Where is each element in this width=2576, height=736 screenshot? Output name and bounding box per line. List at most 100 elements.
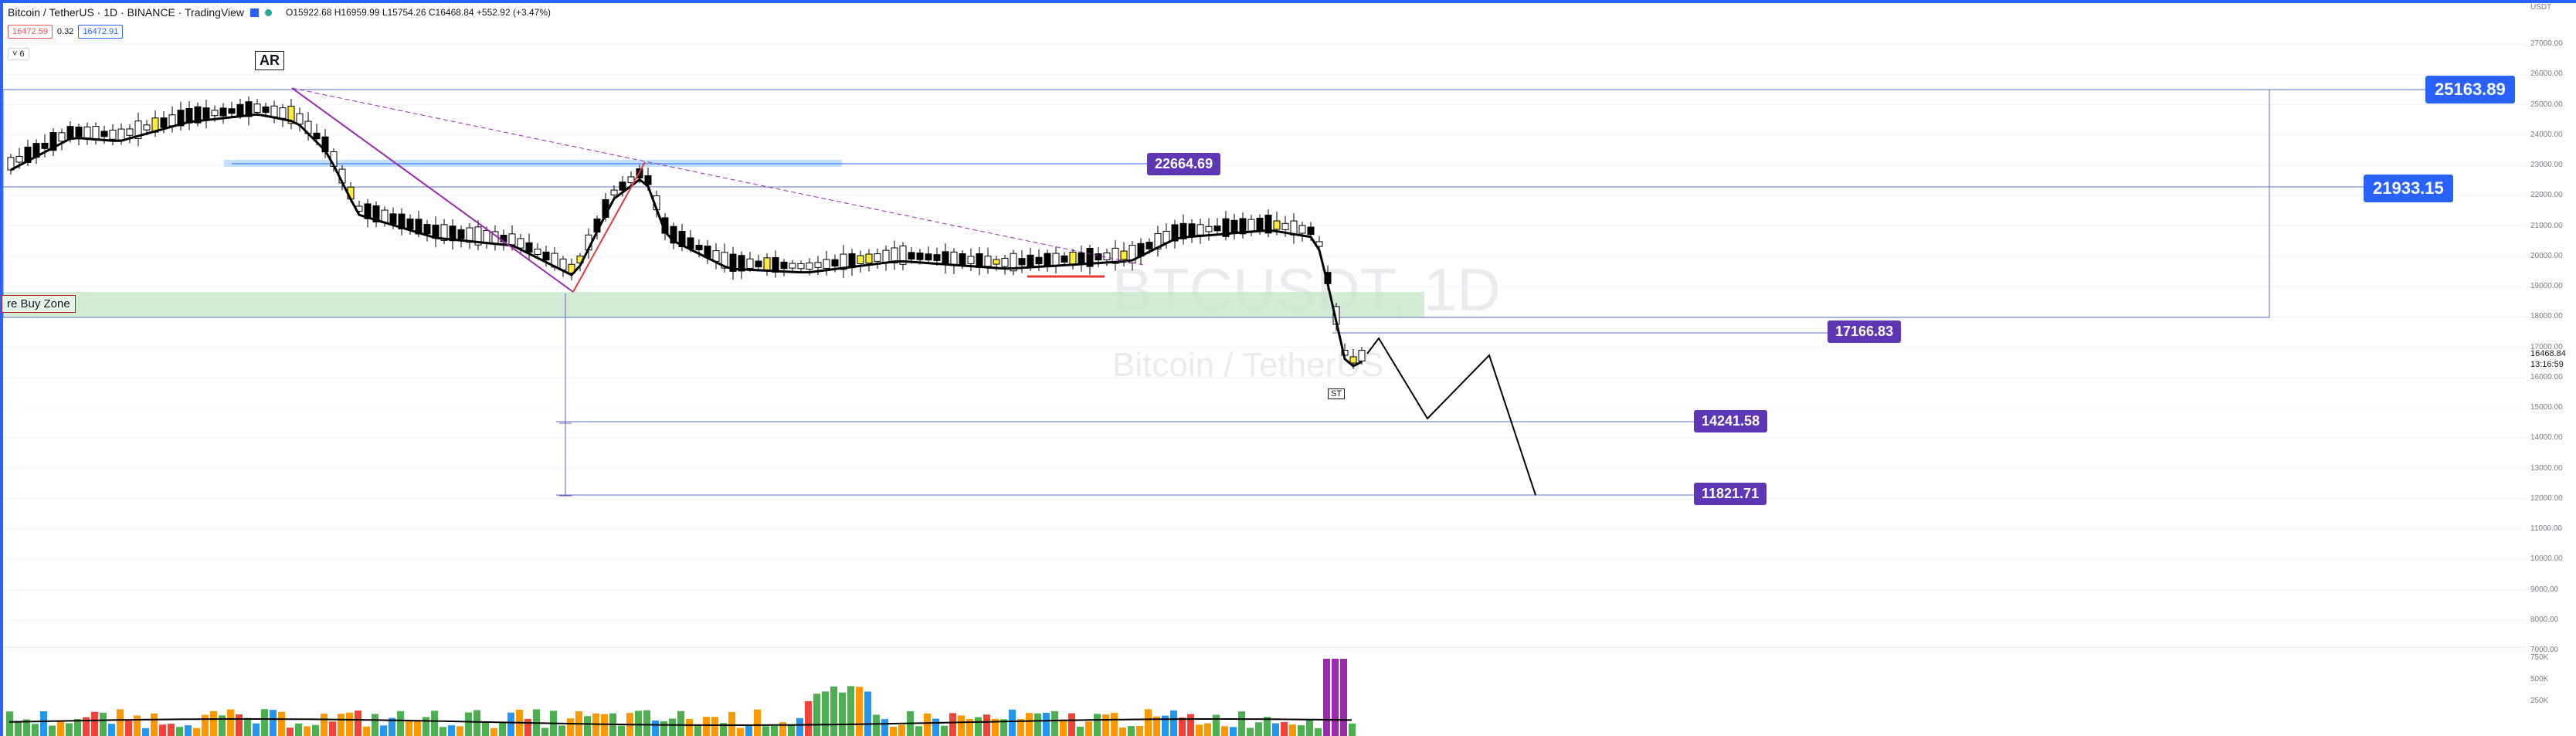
candle	[831, 259, 839, 267]
candle	[372, 205, 380, 222]
candle	[109, 129, 117, 140]
volume-bar	[1306, 720, 1313, 736]
volume-axis-label: 500K	[2530, 675, 2549, 683]
price-axis-label: 8000.00	[2530, 615, 2559, 624]
price-axis-label: 7000.00	[2530, 646, 2559, 654]
volume-bar	[1289, 724, 1296, 736]
buy-zone-label[interactable]: re Buy Zone	[2, 295, 76, 313]
volume-bar	[1187, 714, 1194, 736]
candle	[1281, 222, 1289, 230]
candle	[406, 218, 414, 230]
sell-button[interactable]: 16472.59	[8, 25, 53, 39]
volume-bar	[346, 712, 353, 736]
indicator-count: 6	[19, 49, 25, 59]
candle	[695, 244, 703, 251]
candle	[857, 255, 864, 264]
candle	[1179, 222, 1187, 239]
volume-bar	[321, 714, 328, 736]
volume-bar	[711, 717, 718, 736]
volume-bar	[932, 718, 939, 736]
volume-bar	[686, 718, 693, 736]
volume-bar	[966, 719, 973, 736]
candle	[219, 107, 227, 117]
volume-bar	[830, 686, 837, 736]
trend-line-purple	[291, 87, 574, 293]
projection-path	[1366, 337, 1536, 496]
volume-bar	[397, 711, 404, 736]
candle	[1239, 218, 1247, 235]
trend-line-red	[572, 161, 646, 293]
chart-legend: Bitcoin / TetherUS · 1D · BINANCE · Trad…	[8, 6, 551, 19]
candle	[1044, 253, 1051, 267]
volume-bar	[1332, 659, 1339, 736]
candle	[1349, 356, 1357, 364]
price-axis-label: 20000.00	[2530, 251, 2563, 260]
level-label-21933[interactable]: 21933.15	[2364, 175, 2453, 202]
candle	[899, 245, 907, 265]
level-label-25163[interactable]: 25163.89	[2425, 76, 2515, 103]
candle	[729, 253, 737, 272]
indicator-toggle[interactable]: ˅ 6	[8, 48, 29, 60]
candle	[1069, 251, 1077, 266]
volume-bar	[839, 692, 846, 736]
volume-bar	[1213, 714, 1220, 736]
candle	[134, 120, 142, 139]
flag-icon[interactable]	[250, 8, 260, 17]
level-label-17166[interactable]: 17166.83	[1828, 321, 1902, 343]
candle	[806, 262, 813, 270]
candle	[279, 107, 287, 119]
volume-bar	[762, 726, 769, 736]
volume-bar	[660, 721, 667, 736]
candle	[66, 126, 74, 139]
st-label[interactable]: ST	[1328, 388, 1346, 399]
candle	[313, 132, 321, 140]
volume-bar	[304, 726, 311, 736]
quote-currency: USDT	[2530, 3, 2552, 12]
candle	[738, 255, 745, 272]
level-label-11821[interactable]: 11821.71	[1694, 483, 1767, 505]
price-axis-label: 18000.00	[2530, 312, 2563, 321]
volume-bar	[490, 728, 497, 736]
volume-bar	[1043, 713, 1050, 736]
candle	[610, 189, 618, 195]
volume-bar	[584, 716, 591, 736]
moving-average-line	[10, 113, 1363, 368]
candle	[1264, 215, 1272, 234]
candle	[296, 113, 304, 125]
level-label-22664[interactable]: 22664.69	[1147, 153, 1221, 175]
volume-bar	[1323, 659, 1330, 736]
candle	[746, 258, 754, 269]
candle	[755, 260, 762, 268]
candle	[644, 175, 652, 185]
price-axis-label: 25000.00	[2530, 100, 2563, 109]
candle	[1018, 258, 1026, 266]
volume-average-line	[8, 718, 1352, 726]
spread-value: 0.32	[56, 27, 74, 36]
volume-bar	[253, 723, 260, 736]
ar-label[interactable]: AR	[255, 51, 284, 70]
buy-button[interactable]: 16472.91	[78, 25, 124, 39]
candle	[925, 253, 932, 261]
ohlc-values: O15922.68 H16959.99 L15754.26 C16468.84 …	[286, 7, 551, 18]
candle	[542, 251, 550, 261]
volume-bar	[456, 726, 463, 736]
volume-bar	[1051, 711, 1058, 736]
price-axis-label: 12000.00	[2530, 493, 2563, 503]
level-label-14241[interactable]: 14241.58	[1694, 410, 1768, 432]
volume-bar	[83, 717, 90, 736]
candle	[1213, 226, 1221, 232]
candle	[1358, 350, 1366, 361]
volume-bar	[1264, 717, 1271, 736]
candle	[1298, 225, 1306, 234]
volume-bar	[958, 715, 965, 736]
volume-bar	[677, 711, 684, 736]
symbol-title[interactable]: Bitcoin / TetherUS · 1D · BINANCE · Trad…	[8, 6, 245, 19]
candle	[1103, 252, 1111, 260]
volume-bar	[151, 713, 158, 736]
volume-bar	[1009, 709, 1016, 736]
volume-bar	[236, 714, 243, 736]
candle	[1307, 226, 1315, 236]
candle	[457, 229, 465, 239]
volume-bar	[15, 721, 22, 736]
